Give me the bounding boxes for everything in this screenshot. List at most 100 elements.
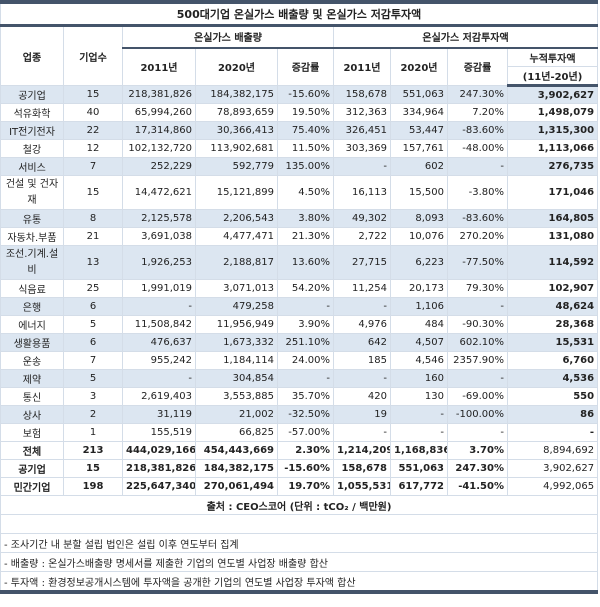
source-note-row: 출처 : CEO스코어 (단위 : tCO₂ / 백만원)	[0, 495, 599, 515]
cell-cumulative: 6,760	[506, 351, 599, 370]
cell-emission-rate: 54.20%	[277, 279, 334, 298]
cell-emission-2011: 476,637	[122, 333, 196, 352]
cell-emission-2011: 17,314,860	[122, 121, 196, 140]
cell-invest-2011: 11,254	[333, 279, 391, 298]
cell-cumulative: 114,592	[506, 245, 599, 280]
cell-emission-rate: -15.60%	[277, 459, 334, 478]
cell-emission-rate: -	[277, 369, 334, 388]
cell-emission-2020: 66,825	[195, 423, 278, 442]
cell-emission-2020: 1,184,114	[195, 351, 278, 370]
cell-industry: 운송	[0, 351, 64, 370]
cell-emission-2011: 218,381,826	[122, 85, 196, 104]
cell-invest-2020: 617,772	[390, 477, 448, 496]
cell-invest-rate: -3.80%	[447, 175, 508, 210]
cell-cumulative: 164,805	[506, 209, 599, 228]
cell-invest-2020: 15,500	[390, 175, 448, 210]
table-row: 상사 2 31,119 21,002 -32.50% 19- -100.00% 86	[0, 405, 599, 424]
cell-emission-2020: 30,366,413	[195, 121, 278, 140]
cell-invest-rate: -83.60%	[447, 209, 508, 228]
cell-invest-rate: 2357.90%	[447, 351, 508, 370]
cell-industry: 생활용품	[0, 333, 64, 352]
cell-emission-rate: 2.30%	[277, 441, 334, 460]
table-row: 제약 5-304,854- -160-4,536	[0, 369, 599, 388]
cell-invest-2011: 16,113	[333, 175, 391, 210]
cell-emission-rate: 24.00%	[277, 351, 334, 370]
cell-cumulative: 48,624	[506, 297, 599, 316]
cell-emission-2020: 304,854	[195, 369, 278, 388]
cell-emission-2020: 479,258	[195, 297, 278, 316]
cell-emission-2020: 592,779	[195, 157, 278, 176]
blank-spacer-row	[0, 514, 599, 534]
cell-invest-rate: 79.30%	[447, 279, 508, 298]
cell-count: 40	[63, 103, 123, 122]
cell-invest-2011: -	[333, 157, 391, 176]
cell-invest-2020: 157,761	[390, 139, 448, 158]
cell-invest-2011: 326,451	[333, 121, 391, 140]
cell-cumulative: -	[506, 423, 599, 442]
cell-emission-2011: -	[122, 297, 196, 316]
cell-industry: 조선.기계.설비	[0, 245, 64, 280]
table-row: 조선.기계.설비 13 1,926,253 2,188,817 13.60% 27,715…	[0, 245, 599, 280]
cell-invest-2020: 1,106	[390, 297, 448, 316]
table-title: 500대기업 온실가스 배출량 및 온실가스 저감투자액	[0, 0, 599, 27]
header-emission-2020: 2020년	[195, 47, 278, 86]
cell-emission-rate: 35.70%	[277, 387, 334, 406]
header-count: 기업수	[63, 25, 123, 86]
cell-emission-2011: 1,991,019	[122, 279, 196, 298]
cell-cumulative: 1,498,079	[506, 103, 599, 122]
cell-emission-2011: 65,994,260	[122, 103, 196, 122]
table-row: 통신 3 2,619,403 3,553,885 35.70% 420 130 -69.00%…	[0, 387, 599, 406]
cell-cumulative: 1,113,066	[506, 139, 599, 158]
cell-emission-2020: 184,382,175	[195, 85, 278, 104]
cell-emission-2020: 454,443,669	[195, 441, 278, 460]
cell-count: 13	[63, 245, 123, 280]
cell-invest-2020: 551,063	[390, 459, 448, 478]
cell-emission-2011: -	[122, 369, 196, 388]
source-note: 출처 : CEO스코어 (단위 : tCO₂ / 백만원)	[0, 495, 599, 515]
cell-emission-2011: 102,132,720	[122, 139, 196, 158]
header-emission-rate: 증감률	[277, 47, 334, 86]
cell-emission-2011: 2,619,403	[122, 387, 196, 406]
cell-cumulative: 131,080	[506, 227, 599, 246]
cell-cumulative: 4,992,065	[506, 477, 599, 496]
footnote: - 투자액 : 환경정보공개시스템에 투자액을 공개한 기업의 연도별 사업장 …	[0, 571, 599, 594]
cell-invest-rate: -48.00%	[447, 139, 508, 158]
cell-emission-rate: 21.30%	[277, 227, 334, 246]
cell-invest-2011: 158,678	[333, 459, 391, 478]
cell-invest-2011: 185	[333, 351, 391, 370]
cell-count: 25	[63, 279, 123, 298]
cell-cumulative: 28,368	[506, 315, 599, 334]
cell-invest-2011: 642	[333, 333, 391, 352]
cell-cumulative: 3,902,627	[506, 459, 599, 478]
cell-count: 5	[63, 369, 123, 388]
cell-count: 3	[63, 387, 123, 406]
table-row: 식음료 25 1,991,019 3,071,013 54.20% 11,254 20,17…	[0, 279, 599, 298]
cell-count: 2	[63, 405, 123, 424]
header-industry: 업종	[0, 25, 64, 86]
cell-industry: 공기업	[0, 85, 64, 104]
cell-count: 5	[63, 315, 123, 334]
cell-emission-2011: 14,472,621	[122, 175, 196, 210]
cell-invest-2020: 4,546	[390, 351, 448, 370]
cell-emission-2011: 252,229	[122, 157, 196, 176]
cell-industry: 상사	[0, 405, 64, 424]
cell-emission-rate: -15.60%	[277, 85, 334, 104]
table-row: 서비스 7 252,229 592,779 135.00% -602-276,735	[0, 157, 599, 176]
cell-invest-2020: 1,168,836	[390, 441, 448, 460]
cell-emission-2011: 955,242	[122, 351, 196, 370]
cell-emission-rate: 4.50%	[277, 175, 334, 210]
cell-industry: 은행	[0, 297, 64, 316]
cell-count: 198	[63, 477, 123, 496]
cell-emission-2020: 15,121,899	[195, 175, 278, 210]
cell-industry: 유통	[0, 209, 64, 228]
cell-industry: 식음료	[0, 279, 64, 298]
cell-invest-2011: -	[333, 423, 391, 442]
table-row: 운송 7 955,242 1,184,114 24.00% 185 4,546 2357.90…	[0, 351, 599, 370]
cell-industry: 통신	[0, 387, 64, 406]
cell-invest-2020: 6,223	[390, 245, 448, 280]
table-row: 은행 6-479,258- -1,106-48,624	[0, 297, 599, 316]
header-cumulative: 누적투자액	[506, 47, 599, 67]
cell-emission-rate: 75.40%	[277, 121, 334, 140]
cell-invest-2011: 4,976	[333, 315, 391, 334]
cell-emission-2011: 444,029,166	[122, 441, 196, 460]
